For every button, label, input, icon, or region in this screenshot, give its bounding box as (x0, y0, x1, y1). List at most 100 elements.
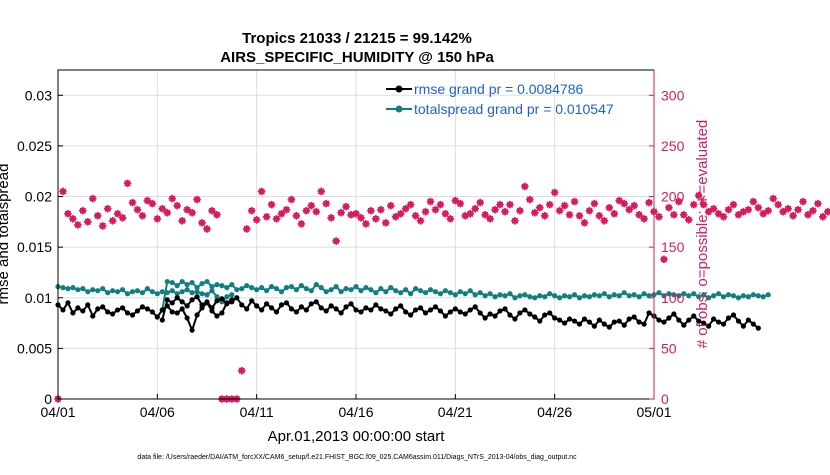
rmse-point (179, 306, 185, 312)
obs-possible-marker (144, 197, 151, 204)
spread-point (507, 291, 513, 297)
rmse-point (159, 317, 165, 323)
spread-point (626, 293, 632, 299)
rmse-point (174, 310, 180, 316)
rmse-point (383, 308, 389, 314)
rmse-point (527, 311, 533, 317)
obs-evaluated-marker (426, 197, 435, 206)
obs-possible-marker (645, 199, 653, 206)
spread-point (318, 285, 324, 291)
rmse-point (706, 323, 712, 329)
rmse-point (164, 297, 170, 303)
obs-evaluated-marker (486, 215, 494, 223)
spread-point (760, 294, 766, 300)
rmse-point (154, 314, 160, 320)
obs-evaluated-marker (660, 255, 668, 264)
spread-point (363, 285, 369, 291)
spread-point (115, 289, 121, 295)
obs-possible-marker (616, 197, 623, 204)
obs-evaluated-marker (441, 209, 450, 218)
obs-evaluated-marker (436, 200, 445, 209)
obs-evaluated-marker (734, 210, 743, 219)
obs-possible-marker (198, 219, 206, 226)
spread-point (676, 293, 682, 299)
rmse-point (750, 321, 756, 327)
rmse-point (194, 312, 200, 318)
rmse-point (671, 311, 677, 317)
obs-possible-marker (84, 218, 91, 225)
spread-point (581, 293, 588, 299)
obs-possible-marker (99, 222, 106, 229)
legend: rmse grand pr = 0.0084786 totalspread gr… (386, 81, 614, 117)
legend-spread-marker (395, 105, 403, 113)
obs-possible-marker (318, 188, 325, 195)
obs-possible-marker (253, 216, 260, 223)
obs-possible-marker (591, 200, 598, 207)
obs-possible-marker (342, 203, 350, 210)
obs-evaluated-marker (774, 200, 782, 209)
obs-evaluated-marker (79, 206, 87, 215)
obs-evaluated-marker (391, 212, 400, 221)
rmse-point (268, 305, 275, 311)
y-right-tick-label: 150 (661, 239, 685, 255)
obs-evaluated-marker (585, 206, 594, 215)
obs-possible-marker (109, 217, 116, 224)
spread-point (209, 284, 215, 290)
obs-possible-marker (397, 210, 404, 217)
obs-evaluated-marker (431, 205, 440, 214)
obs-possible-marker (278, 210, 285, 217)
spread-point (641, 291, 647, 297)
spread-point (85, 289, 91, 295)
obs-evaluated-marker (635, 210, 643, 219)
spread-point (273, 286, 280, 292)
obs-possible-marker (149, 200, 156, 207)
obs-evaluated-marker (103, 204, 112, 213)
obs-possible-marker (710, 205, 717, 212)
obs-possible-marker (392, 213, 399, 220)
obs-evaluated-marker (332, 237, 340, 245)
spread-point (278, 289, 285, 295)
obs-evaluated-marker (590, 199, 599, 208)
rmse-point (214, 313, 220, 319)
data-file-footer: data file: /Users/raeder/DAI/ATM_forcXX/… (137, 454, 577, 461)
obs-evaluated-marker (133, 205, 142, 214)
y-left-tick-label: 0.015 (17, 239, 52, 255)
spread-point (283, 285, 290, 291)
spread-point (681, 291, 687, 297)
rmse-point (313, 299, 319, 305)
spread-point (437, 291, 444, 297)
spread-point (522, 292, 528, 298)
obs-possible-marker (79, 207, 86, 214)
obs-evaluated-marker (382, 219, 390, 227)
rmse-point (641, 321, 647, 327)
obs-possible-marker (824, 208, 830, 215)
obs-evaluated-marker (178, 217, 186, 225)
rmse-point (566, 316, 573, 322)
obs-possible-marker (352, 210, 360, 217)
obs-evaluated-marker (620, 199, 628, 208)
obs-evaluated-marker (84, 218, 92, 226)
spread-point (452, 292, 458, 298)
spread-point (706, 295, 712, 301)
rmse-point (393, 306, 399, 312)
spread-point (110, 288, 116, 294)
obs-possible-marker (640, 215, 648, 222)
rmse-point (547, 310, 553, 316)
obs-evaluated-marker (580, 219, 589, 227)
rmse-point (661, 319, 667, 325)
rmse-point (254, 303, 260, 309)
obs-evaluated-marker (496, 200, 504, 209)
obs-evaluated-marker (64, 209, 72, 218)
spread-point (224, 285, 230, 291)
obs-possible-marker (596, 212, 603, 219)
rmse-point (318, 305, 324, 311)
rmse-point (363, 305, 369, 311)
rmse-point (134, 308, 141, 314)
grid-lines (57, 70, 655, 400)
obs-evaluated-marker (809, 206, 817, 215)
obs-evaluated-marker (764, 206, 773, 215)
rmse-point (85, 302, 91, 308)
obs-possible-marker (660, 256, 668, 263)
rmse-point (353, 307, 359, 313)
rmse-point (691, 313, 697, 319)
